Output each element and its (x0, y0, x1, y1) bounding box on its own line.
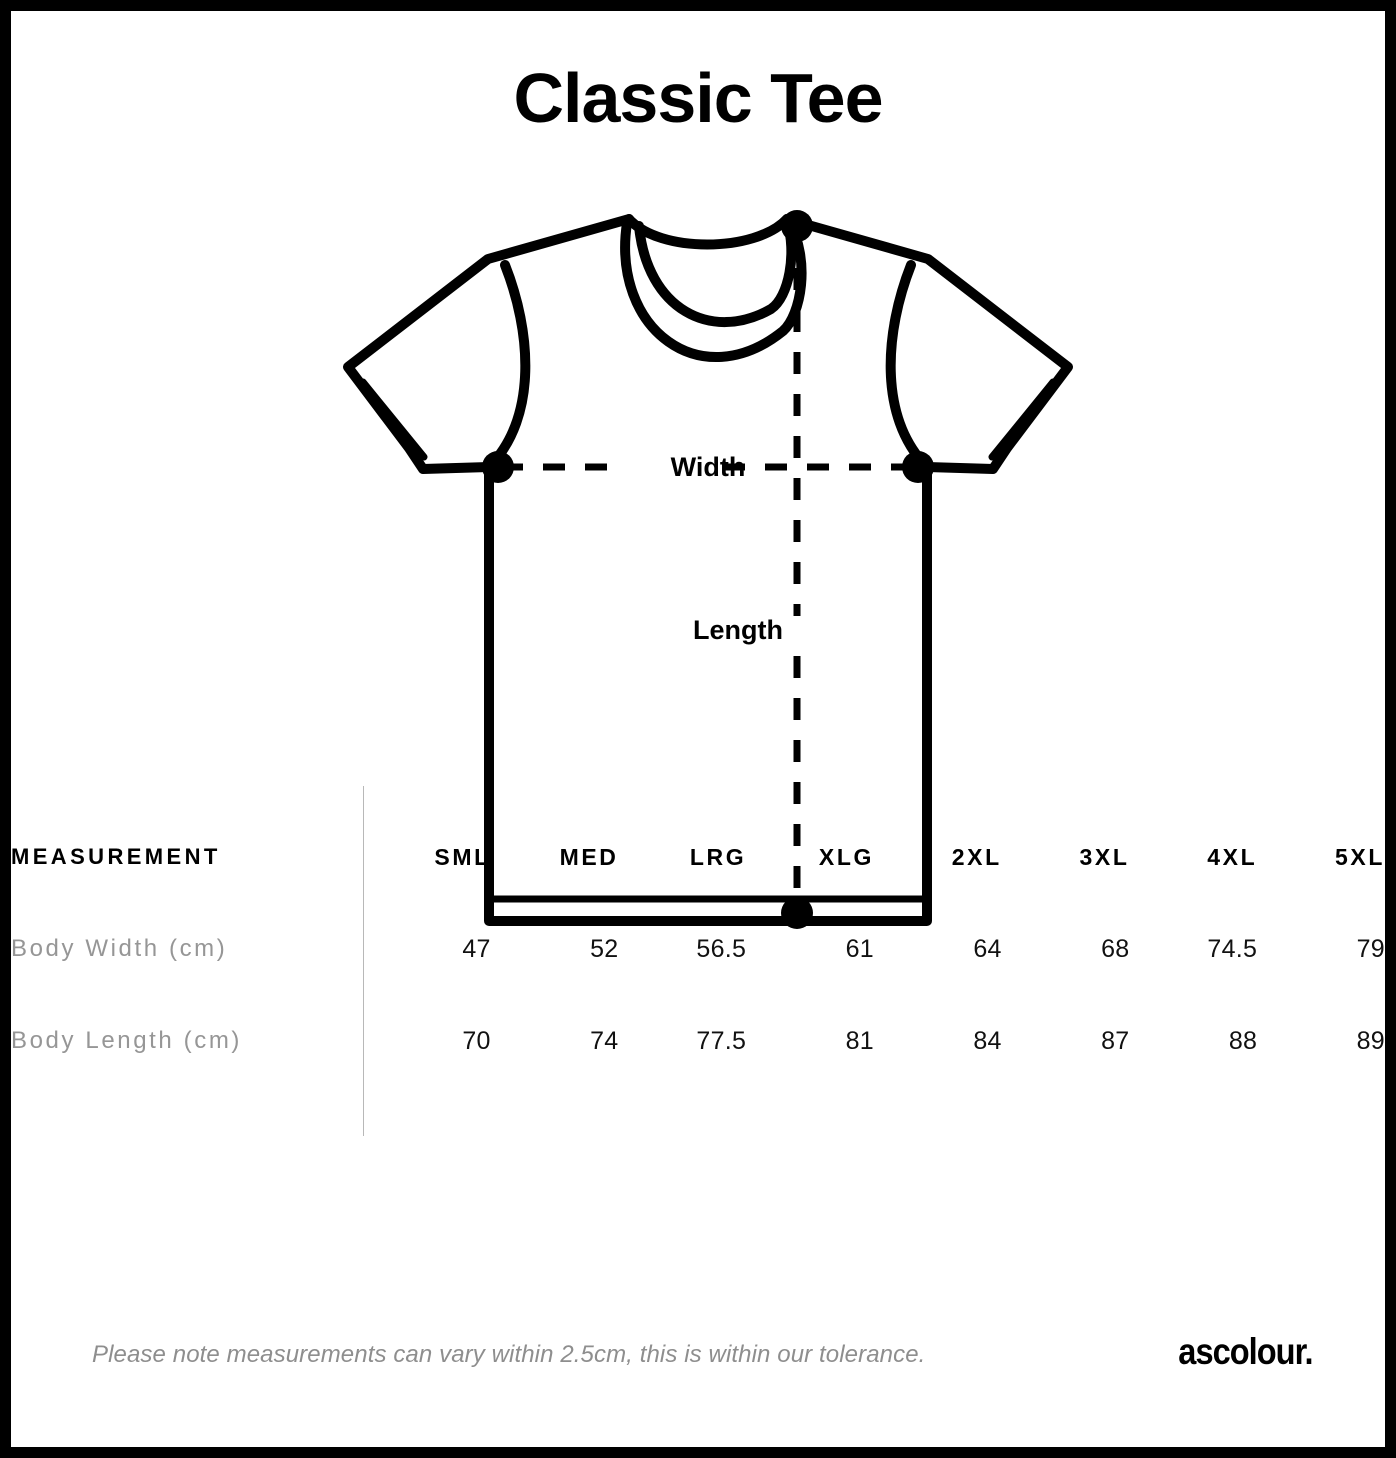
cell-body-length-xlg: 81 (845, 1026, 874, 1055)
cell-body-length-4xl: 88 (1228, 1026, 1258, 1055)
cell-body-length-sml: 70 (462, 1026, 491, 1055)
cell-body-width-lrg: 56.5 (696, 934, 747, 963)
bottom-hem-center-point-marker (781, 897, 813, 929)
cell-body-length-5xl: 89 (1356, 1026, 1385, 1055)
collar (620, 214, 807, 363)
shirt-body (484, 462, 932, 926)
length-label: Length (693, 615, 783, 645)
size-chart-card: Classic Tee (11, 11, 1385, 1447)
size-column-header-sml: SML (434, 843, 491, 870)
cell-body-width-5xl: 79 (1356, 934, 1385, 963)
right-armpit-point-marker (902, 451, 934, 483)
cell-body-width-med: 52 (590, 934, 619, 963)
cell-body-length-lrg: 77.5 (696, 1026, 747, 1055)
cell-body-width-xlg: 61 (845, 934, 874, 963)
left-armpit-point-marker (482, 451, 514, 483)
size-column-header-xlg: XLG (818, 843, 874, 870)
cell-body-width-3xl: 68 (1101, 934, 1130, 963)
brand-logo: ascolour. (1178, 1331, 1314, 1372)
row-label-body-width: Body Width (cm) (11, 935, 228, 962)
table-header-row: MEASUREMENT SML MED LRG XLG 2XL 3XL 4XL … (11, 811, 1385, 903)
measurement-table: MEASUREMENT SML MED LRG XLG 2XL 3XL 4XL … (11, 811, 1385, 1087)
size-column-header-med: MED (559, 843, 619, 870)
tolerance-note: Please note measurements can vary within… (92, 1341, 926, 1368)
page-title: Classic Tee (513, 59, 883, 137)
measurement-column-header: MEASUREMENT (11, 844, 221, 869)
table-column-divider (363, 786, 364, 1136)
shoulder-neck-point-marker (781, 210, 813, 242)
row-label-body-length: Body Length (cm) (11, 1027, 243, 1054)
t-shirt-diagram: Width Length (11, 191, 1385, 961)
shirt-outline-left (343, 214, 634, 474)
size-column-header-3xl: 3XL (1079, 843, 1130, 870)
table-row: Body Width (cm) 47 52 56.5 61 64 68 74.5… (11, 903, 1385, 995)
shirt-outline-right (782, 214, 1073, 474)
cell-body-width-2xl: 64 (973, 934, 1002, 963)
cell-body-length-med: 74 (590, 1026, 619, 1055)
measurement-table-wrapper: MEASUREMENT SML MED LRG XLG 2XL 3XL 4XL … (11, 811, 1385, 1087)
size-column-header-lrg: LRG (689, 843, 747, 870)
size-column-header-2xl: 2XL (951, 843, 1002, 870)
cell-body-length-2xl: 84 (973, 1026, 1002, 1055)
size-column-header-5xl: 5XL (1335, 843, 1385, 870)
cell-body-width-sml: 47 (462, 934, 491, 963)
width-label: Width (671, 452, 746, 482)
size-column-header-4xl: 4XL (1207, 843, 1258, 870)
footer: Please note measurements can vary within… (11, 1321, 1385, 1391)
table-row: Body Length (cm) 70 74 77.5 81 84 87 88 … (11, 995, 1385, 1087)
cell-body-length-3xl: 87 (1101, 1026, 1130, 1055)
cell-body-width-4xl: 74.5 (1207, 934, 1258, 963)
